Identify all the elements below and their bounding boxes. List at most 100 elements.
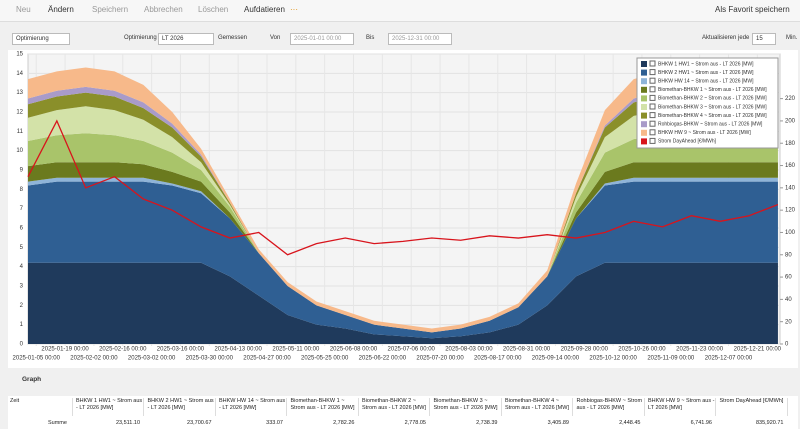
legend-label: BHKW HW 9 ~ Strom aus - LT 2026 [MW] bbox=[658, 130, 751, 136]
stacked-area bbox=[28, 162, 778, 333]
chart: 0123456789101112131415020406080100120140… bbox=[8, 50, 798, 368]
button[interactable]: Aufdatieren bbox=[244, 5, 285, 14]
x-tick-label: 2025-04-27 00:00 bbox=[243, 356, 291, 362]
date-input[interactable]: 2025-12-31 00:00 bbox=[388, 33, 452, 45]
legend-swatch bbox=[641, 69, 647, 76]
y2-tick-label: 180 bbox=[785, 141, 796, 147]
x-tick-label: 2025-04-13 00:00 bbox=[214, 347, 262, 353]
toolbar bbox=[0, 0, 800, 22]
x-tick-label: 2025-05-25 00:00 bbox=[301, 356, 349, 362]
column-header: BHKW 1 HW1 ~ Strom aus - LT 2026 [MW] bbox=[74, 398, 144, 416]
legend-checkbox bbox=[649, 69, 656, 76]
column-header: BHKW HW 9 ~ Strom aus - LT 2026 [MW] bbox=[646, 398, 716, 416]
x-tick-label: 2025-10-26 00:00 bbox=[618, 347, 666, 353]
button[interactable]: Abbrechen bbox=[144, 5, 183, 14]
legend-swatch bbox=[641, 95, 647, 102]
x-tick-label: 2025-06-22 00:00 bbox=[359, 356, 407, 362]
y-tick-label: 2 bbox=[20, 303, 24, 309]
x-tick-label: 2025-02-16 00:00 bbox=[99, 347, 147, 353]
cell: 23,700.67 bbox=[187, 420, 212, 426]
x-tick-label: 2025-03-30 00:00 bbox=[186, 356, 234, 362]
y-tick-label: 12 bbox=[16, 110, 23, 116]
y2-tick-label: 220 bbox=[785, 96, 796, 102]
legend-checkbox bbox=[649, 129, 656, 136]
cell: 23,511.10 bbox=[115, 420, 140, 426]
stacked-area bbox=[28, 181, 778, 339]
cell: 835,920.71 bbox=[755, 420, 784, 426]
label: Bis bbox=[366, 35, 375, 41]
label: Aktualisieren jede bbox=[702, 35, 750, 41]
x-tick-label: 2025-12-21 00:00 bbox=[734, 347, 782, 353]
data-table: Zeit Summe BHKW 1 HW1 ~ Strom aus - LT 202… bbox=[8, 396, 798, 429]
y-tick-label: 11 bbox=[17, 129, 24, 135]
dropdown[interactable]: Optimierung bbox=[12, 33, 70, 45]
legend-label: BHKW 1 HW1 ~ Strom aus - LT 2026 [MW] bbox=[658, 61, 754, 67]
column-header: Biomethan-BHKW 2 ~ Strom aus - LT 2026 [… bbox=[360, 398, 430, 416]
x-tick-label: 2025-02-02 00:00 bbox=[70, 356, 118, 362]
y2-tick-label: 0 bbox=[785, 342, 789, 348]
y2-tick-label: 100 bbox=[785, 230, 796, 236]
dropdown[interactable]: 15 bbox=[752, 33, 776, 45]
legend-label: Biomethan-BHKW 3 ~ Strom aus - LT 2026 [… bbox=[658, 104, 767, 110]
legend-checkbox bbox=[649, 86, 656, 93]
x-tick-label: 2025-11-23 00:00 bbox=[676, 347, 724, 353]
x-tick-label: 2025-01-05 00:00 bbox=[13, 356, 61, 362]
column-header: Biomethan-BHKW 4 ~ Strom aus - LT 2026 [… bbox=[503, 398, 573, 416]
x-tick-label: 2025-08-03 00:00 bbox=[445, 347, 493, 353]
label: Von bbox=[270, 35, 281, 41]
legend-label: Rohbiogas-BHKW ~ Strom aus - LT 2026 [MW… bbox=[658, 122, 763, 128]
x-tick-label: 2025-12-07 00:00 bbox=[705, 356, 753, 362]
y-tick-label: 3 bbox=[20, 284, 24, 290]
button[interactable]: Ändern bbox=[48, 5, 74, 14]
y2-tick-label: 120 bbox=[785, 208, 796, 214]
label: Optimierung bbox=[124, 35, 157, 41]
y-tick-label: 6 bbox=[20, 226, 24, 232]
date-input[interactable]: 2025-01-01 00:00 bbox=[290, 33, 354, 45]
legend-label: Biomethan-BHKW 1 ~ Strom aus - LT 2026 [… bbox=[658, 87, 767, 93]
legend-label: BHKW 2 HW1 ~ Strom aus - LT 2026 [MW] bbox=[658, 70, 754, 76]
column-header: Biomethan-BHKW 3 ~ Strom aus - LT 2026 [… bbox=[432, 398, 502, 416]
button[interactable]: Speichern bbox=[92, 5, 129, 14]
y-tick-label: 8 bbox=[20, 187, 24, 193]
y2-tick-label: 140 bbox=[785, 185, 796, 191]
button[interactable]: Löschen bbox=[198, 5, 229, 14]
x-tick-label: 2025-09-14 00:00 bbox=[532, 356, 580, 362]
legend: BHKW 1 HW1 ~ Strom aus - LT 2026 [MW] BHK… bbox=[636, 57, 779, 149]
dropdown[interactable]: LT 2026 bbox=[158, 33, 214, 45]
tab[interactable]: Graph bbox=[22, 376, 42, 383]
legend-checkbox bbox=[649, 120, 656, 127]
y2-tick-label: 160 bbox=[785, 163, 796, 169]
cell: 2,778.05 bbox=[404, 420, 426, 426]
y2-tick-label: 20 bbox=[785, 319, 792, 325]
y2-tick-label: 200 bbox=[785, 119, 796, 125]
legend-swatch bbox=[641, 112, 647, 119]
cell: 3,405.89 bbox=[547, 420, 569, 426]
y-tick-label: 15 bbox=[16, 52, 23, 58]
legend-label: Biomethan-BHKW 4 ~ Strom aus - LT 2026 [… bbox=[658, 113, 767, 119]
legend-label: Biomethan-BHKW 2 ~ Strom aus - LT 2026 [… bbox=[658, 96, 767, 102]
y-tick-label: 7 bbox=[20, 206, 24, 212]
legend-checkbox bbox=[649, 94, 656, 101]
y-tick-label: 9 bbox=[20, 168, 24, 174]
legend-swatch bbox=[641, 61, 647, 67]
x-tick-label: 2025-05-11 00:00 bbox=[272, 347, 320, 353]
x-tick-label: 2025-01-19 00:00 bbox=[41, 347, 89, 353]
column-header: Strom DayAhead [€/MWh] bbox=[718, 398, 788, 416]
y-tick-label: 14 bbox=[16, 71, 23, 77]
button[interactable]: ··· bbox=[290, 5, 298, 14]
price-line bbox=[27, 119, 779, 256]
stacked-area bbox=[28, 262, 778, 344]
cell: 2,782.26 bbox=[333, 420, 355, 426]
x-tick-label: 2025-07-20 00:00 bbox=[416, 356, 464, 362]
legend-checkbox bbox=[649, 137, 656, 144]
row-label: Summe bbox=[48, 420, 67, 426]
stacked-area bbox=[28, 133, 778, 333]
button[interactable]: Neu bbox=[16, 5, 31, 14]
button[interactable]: Als Favorit speichern bbox=[715, 5, 790, 14]
column-header: Biomethan-BHKW 1 ~ Strom aus - LT 2026 [… bbox=[289, 398, 359, 416]
y-tick-label: 0 bbox=[20, 342, 24, 348]
x-tick-label: 2025-10-12 00:00 bbox=[589, 356, 637, 362]
x-tick-label: 2025-09-28 00:00 bbox=[561, 347, 609, 353]
legend-checkbox bbox=[649, 60, 656, 67]
